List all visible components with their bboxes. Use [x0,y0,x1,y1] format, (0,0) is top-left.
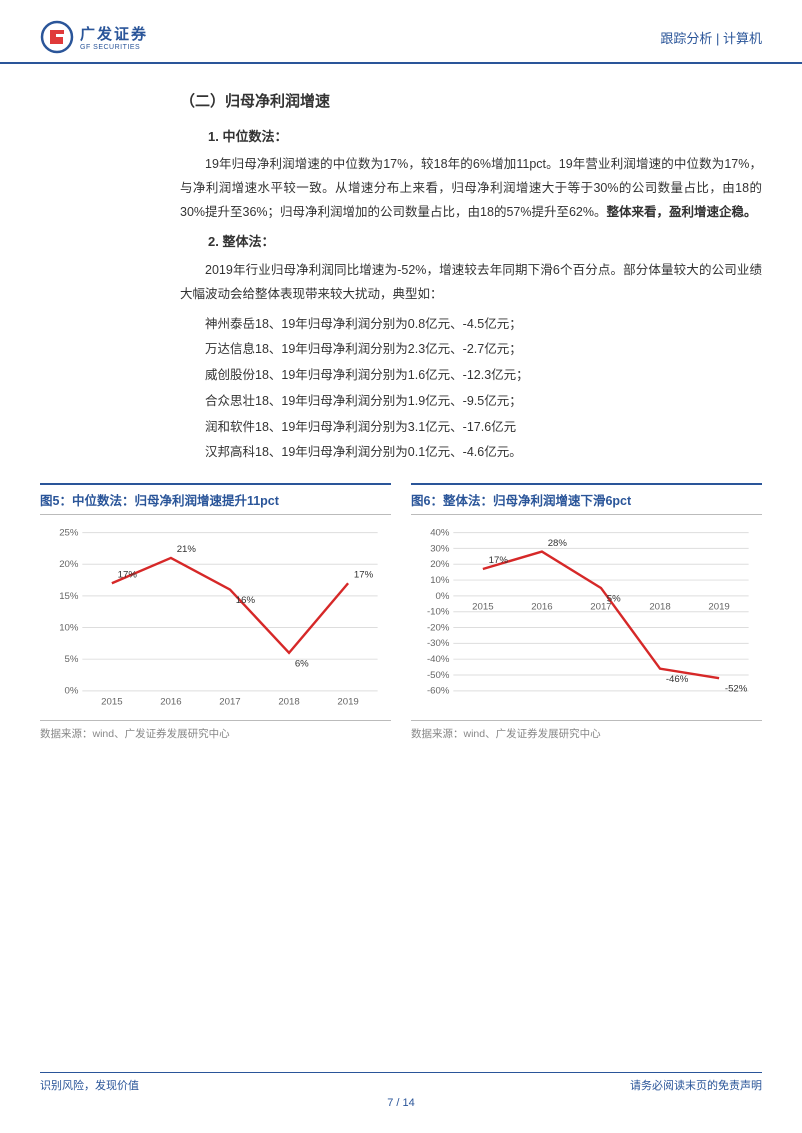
svg-text:-10%: -10% [427,607,450,618]
svg-text:17%: 17% [489,555,509,566]
page-footer: 识别风险，发现价值 请务必阅读末页的免责声明 7 / 14 [0,1072,802,1109]
page-number: 7 / 14 [40,1097,762,1109]
svg-text:30%: 30% [430,543,450,554]
svg-text:25%: 25% [59,528,79,539]
footer-divider [40,1072,762,1073]
svg-text:0%: 0% [65,686,79,697]
subsection-2-para: 2019年行业归母净利润同比增速为-52%，增速较去年同期下滑6个百分点。部分体… [180,259,762,307]
subsection-1-title: 1. 中位数法： [208,125,762,150]
svg-text:20%: 20% [430,559,450,570]
svg-text:2019: 2019 [337,696,358,707]
svg-text:2018: 2018 [649,602,670,613]
subsection-1-para: 19年归母净利润增速的中位数为17%，较18年的6%增加11pct。19年营业利… [180,153,762,224]
svg-text:21%: 21% [177,544,197,555]
footer-left: 识别风险，发现价值 [40,1077,139,1093]
chart-5-source: 数据来源：wind、广发证券发展研究中心 [40,721,391,746]
svg-text:6%: 6% [295,658,309,669]
svg-text:10%: 10% [430,575,450,586]
svg-text:17%: 17% [118,570,138,581]
svg-text:-50%: -50% [427,670,450,681]
svg-text:2016: 2016 [160,696,181,707]
svg-text:16%: 16% [236,595,256,606]
svg-text:5%: 5% [65,654,79,665]
svg-text:40%: 40% [430,528,450,539]
svg-text:10%: 10% [59,623,79,634]
chart-5-box: 0% 5% 10% 15% 20% 25% 2015 2016 2017 2018 2019 17% 2… [40,521,391,721]
svg-text:2015: 2015 [101,696,122,707]
chart-6-source: 数据来源：wind、广发证券发展研究中心 [411,721,762,746]
company-name-cn: 广发证券 [80,23,148,44]
footer-row: 识别风险，发现价值 请务必阅读末页的免责声明 [40,1077,762,1093]
para-bold-tail: 整体来看，盈利增速企稳。 [606,205,756,219]
company-list-item: 润和软件18、19年归母净利润分别为3.1亿元、-17.6亿元 [180,416,762,440]
chart-5-title: 图5：中位数法：归母净利润增速提升11pct [40,483,391,515]
svg-text:2016: 2016 [531,602,552,613]
company-list-item: 威创股份18、19年归母净利润分别为1.6亿元、-12.3亿元； [180,364,762,388]
gf-logo-icon [40,20,74,54]
svg-text:-52%: -52% [725,684,748,695]
svg-text:-30%: -30% [427,638,450,649]
company-list: 神州泰岳18、19年归母净利润分别为0.8亿元、-4.5亿元；万达信息18、19… [180,313,762,466]
chart-5-svg: 0% 5% 10% 15% 20% 25% 2015 2016 2017 2018 2019 17% 2… [40,521,391,714]
svg-text:17%: 17% [354,570,374,581]
svg-text:28%: 28% [548,538,568,549]
page-total: 14 [403,1097,415,1109]
chart-6-column: 图6：整体法：归母净利润增速下滑6pct -60% -50% -40% -30% -20… [411,483,762,746]
page-header: 广发证券 GF SECURITIES 跟踪分析 | 计算机 [0,0,802,64]
svg-text:20%: 20% [59,559,79,570]
chart-6-svg: -60% -50% -40% -30% -20% -10% 0% 10% 20% 30% 40% 20… [411,521,762,714]
header-category: 跟踪分析 | 计算机 [660,28,762,47]
svg-text:-20%: -20% [427,623,450,634]
company-logo: 广发证券 GF SECURITIES [40,20,148,54]
company-list-item: 合众思壮18、19年归母净利润分别为1.9亿元、-9.5亿元； [180,390,762,414]
svg-text:2019: 2019 [708,602,729,613]
company-list-item: 汉邦高科18、19年归母净利润分别为0.1亿元、-4.6亿元。 [180,441,762,465]
svg-text:-40%: -40% [427,654,450,665]
chart-6-title: 图6：整体法：归母净利润增速下滑6pct [411,483,762,515]
svg-text:5%: 5% [607,594,621,605]
svg-text:0%: 0% [436,591,450,602]
chart-6-box: -60% -50% -40% -30% -20% -10% 0% 10% 20% 30% 40% 20… [411,521,762,721]
charts-row: 图5：中位数法：归母净利润增速提升11pct 0% 5% 10% 15% 20% 25% 2… [0,467,802,746]
page-sep: / [393,1097,402,1109]
subsection-2-title: 2. 整体法： [208,230,762,255]
footer-right: 请务必阅读末页的免责声明 [630,1077,762,1093]
svg-text:-60%: -60% [427,686,450,697]
svg-text:2017: 2017 [219,696,240,707]
svg-text:15%: 15% [59,591,79,602]
svg-text:2018: 2018 [278,696,299,707]
section-heading: （二）归母净利润增速 [180,88,762,117]
body-content: （二）归母净利润增速 1. 中位数法： 19年归母净利润增速的中位数为17%，较… [0,64,802,465]
company-list-item: 神州泰岳18、19年归母净利润分别为0.8亿元、-4.5亿元； [180,313,762,337]
company-list-item: 万达信息18、19年归母净利润分别为2.3亿元、-2.7亿元； [180,338,762,362]
chart-5-column: 图5：中位数法：归母净利润增速提升11pct 0% 5% 10% 15% 20% 25% 2… [40,483,391,746]
svg-text:2015: 2015 [472,602,493,613]
svg-text:-46%: -46% [666,674,689,685]
company-name-en: GF SECURITIES [80,44,148,51]
logo-text: 广发证券 GF SECURITIES [80,23,148,51]
